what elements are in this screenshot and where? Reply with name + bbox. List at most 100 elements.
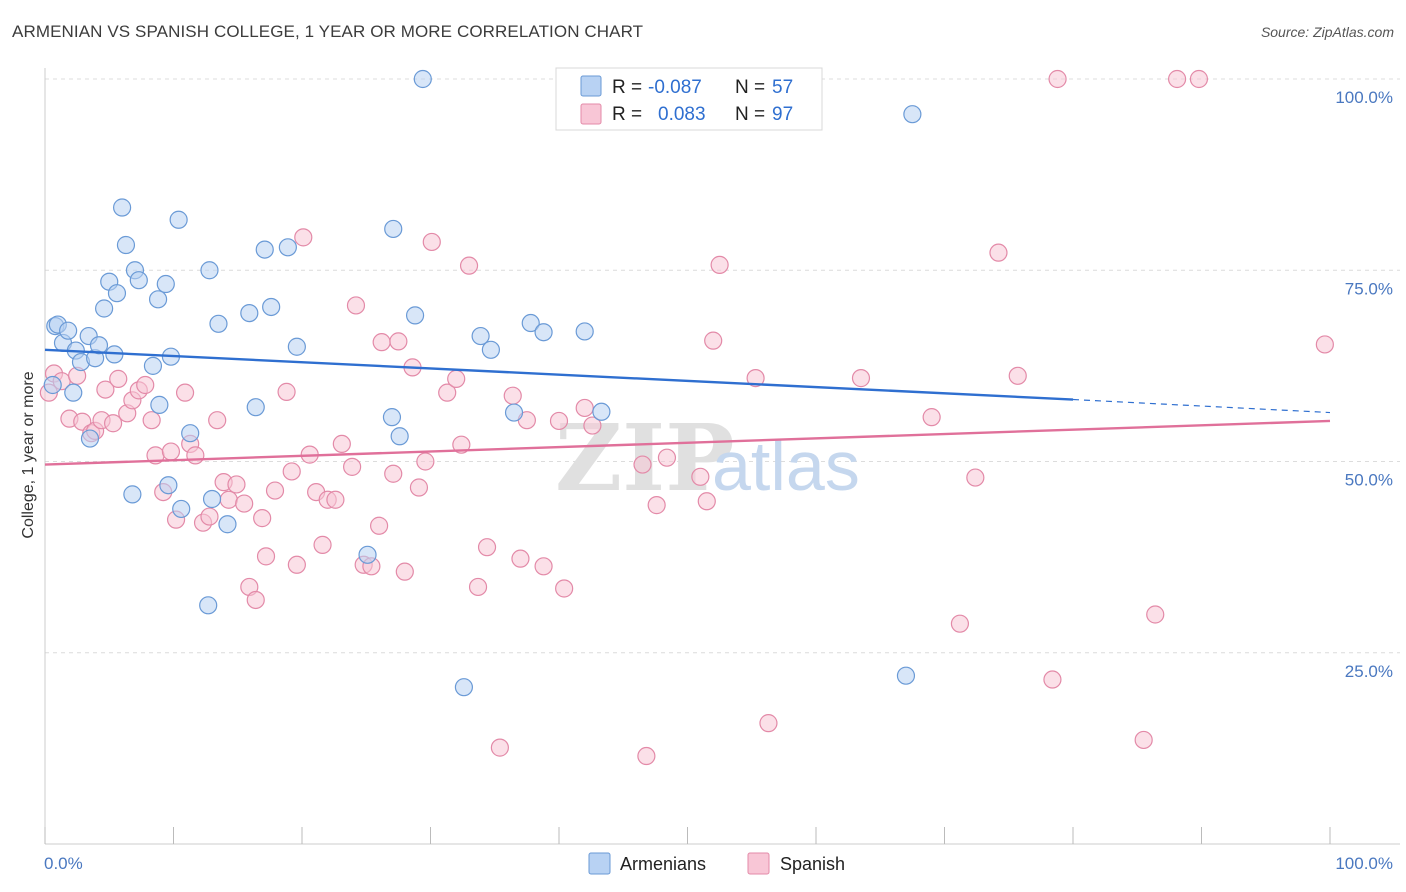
- spanish-point: [294, 228, 313, 247]
- y-axis-label: College, 1 year or more: [20, 371, 37, 538]
- axes: [44, 68, 1400, 845]
- x-tick-labels: 0.0% 100.0%: [44, 854, 1393, 873]
- armenian-point: [107, 284, 127, 303]
- spanish-point: [372, 333, 391, 352]
- spanish-point: [96, 380, 115, 399]
- armenian-point: [575, 322, 594, 341]
- legend-r-value-spanish: 0.083: [658, 104, 706, 125]
- armenian-point: [240, 303, 259, 323]
- grid-lines: [45, 78, 1400, 654]
- y-tick-label: 25.0%: [1345, 662, 1393, 681]
- spanish-point: [395, 562, 414, 581]
- spanish-point: [710, 255, 729, 274]
- armenian-point: [181, 424, 200, 443]
- armenian-point: [116, 235, 136, 255]
- armenian-point: [209, 314, 228, 333]
- armenian-point: [143, 356, 163, 375]
- source-label: Source: ZipAtlas.com: [1260, 24, 1394, 40]
- armenian-point: [80, 429, 100, 448]
- spanish-point: [136, 375, 155, 395]
- armenians-trend-line: [44, 348, 1074, 401]
- armenian-point: [382, 408, 402, 427]
- chart-title: ARMENIAN VS SPANISH COLLEGE, 1 YEAR OR M…: [12, 22, 644, 41]
- spanish-point: [950, 614, 970, 633]
- armenian-point: [592, 402, 611, 421]
- y-tick-labels: 100.0% 75.0% 50.0% 25.0%: [1335, 88, 1393, 681]
- spanish-point: [161, 442, 181, 461]
- y-tick-label: 50.0%: [1345, 471, 1393, 490]
- armenian-point: [246, 398, 265, 417]
- legend-n-label-spanish: N =: [735, 104, 765, 125]
- armenian-point: [59, 321, 78, 340]
- spanish-point: [459, 256, 479, 275]
- armenians-trend-extension: [1072, 398, 1331, 414]
- spanish-point: [452, 435, 471, 454]
- spanish-point: [759, 714, 778, 733]
- armenian-point: [150, 395, 169, 414]
- spanish-point: [256, 547, 276, 566]
- spanish-points: [39, 69, 1334, 766]
- spanish-point: [370, 516, 389, 535]
- spanish-trend-line: [44, 419, 1331, 466]
- armenian-point: [471, 326, 490, 346]
- spanish-point: [1146, 605, 1165, 624]
- armenian-point: [112, 198, 132, 217]
- armenian-point: [413, 69, 432, 89]
- spanish-point: [1315, 335, 1334, 354]
- spanish-point: [313, 535, 332, 554]
- spanish-point: [1048, 69, 1067, 89]
- spanish-point: [1134, 730, 1153, 750]
- spanish-point: [326, 490, 345, 509]
- spanish-point: [389, 332, 408, 351]
- spanish-point: [186, 446, 205, 465]
- legend-r-label-spanish: R =: [612, 104, 642, 125]
- spanish-point: [265, 481, 285, 500]
- armenian-point: [169, 210, 188, 229]
- spanish-point: [332, 434, 351, 454]
- x-tick-label: 0.0%: [44, 854, 83, 873]
- spanish-point: [246, 590, 265, 610]
- spanish-point: [511, 549, 530, 568]
- spanish-point: [447, 369, 466, 388]
- spanish-point: [104, 414, 123, 433]
- y-tick-label: 100.0%: [1335, 88, 1393, 107]
- spanish-point: [1167, 69, 1187, 89]
- spanish-point: [384, 464, 403, 483]
- spanish-point: [1008, 366, 1027, 385]
- armenian-point: [129, 271, 148, 290]
- spanish-point: [851, 369, 871, 388]
- spanish-point: [1043, 670, 1062, 689]
- bottom-legend-label-spanish: Spanish: [780, 854, 845, 874]
- legend-swatch-armenians: [580, 75, 602, 97]
- correlation-legend: R = -0.087 N = 57 R = 0.083 N = 97: [555, 67, 823, 131]
- spanish-point: [200, 507, 219, 526]
- spanish-point: [346, 296, 366, 315]
- bottom-legend-swatch-spanish: [747, 852, 770, 875]
- spanish-point: [637, 746, 656, 766]
- spanish-point: [691, 467, 710, 486]
- spanish-point: [343, 457, 362, 476]
- spanish-point: [277, 382, 296, 401]
- armenian-point: [148, 290, 168, 309]
- spanish-point: [227, 475, 246, 494]
- armenian-point: [504, 403, 524, 422]
- spanish-point: [235, 494, 254, 513]
- spanish-point: [704, 331, 723, 350]
- series-legend: Armenians Spanish: [588, 852, 845, 875]
- armenian-point: [159, 476, 178, 495]
- spanish-point: [253, 509, 272, 528]
- spanish-point: [583, 416, 602, 435]
- spanish-point: [575, 398, 594, 418]
- legend-n-value-spanish: 97: [772, 104, 793, 125]
- armenian-point: [95, 299, 114, 318]
- armenian-point: [156, 274, 175, 294]
- armenian-point: [262, 297, 281, 317]
- armenian-point: [172, 499, 191, 519]
- spanish-point: [416, 452, 435, 471]
- bottom-legend-label-armenians: Armenians: [620, 854, 706, 874]
- spanish-point: [109, 369, 128, 388]
- spanish-point: [422, 232, 441, 252]
- spanish-point: [282, 462, 301, 481]
- spanish-point: [219, 490, 238, 509]
